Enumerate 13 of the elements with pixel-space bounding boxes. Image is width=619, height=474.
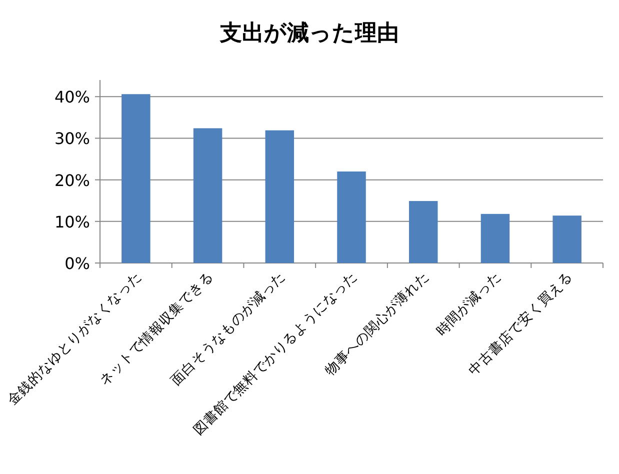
bar xyxy=(122,94,150,263)
bar xyxy=(265,130,294,263)
y-tick-label: 10% xyxy=(54,212,90,232)
bar xyxy=(193,128,222,263)
y-tick-label: 0% xyxy=(64,254,90,273)
y-tick-label: 30% xyxy=(54,129,90,148)
y-tick-label: 40% xyxy=(54,88,90,107)
chart-title: 支出が減った理由 xyxy=(219,21,399,46)
y-tick-label: 20% xyxy=(54,170,90,190)
bar xyxy=(408,201,438,263)
bar xyxy=(552,216,582,263)
bar xyxy=(337,172,366,263)
bar xyxy=(480,214,510,263)
